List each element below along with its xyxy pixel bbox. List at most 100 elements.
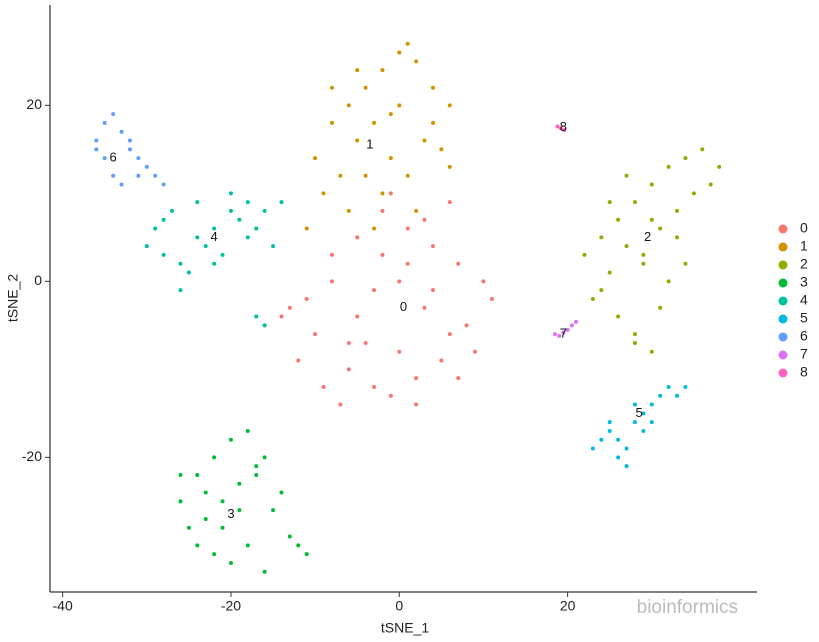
point bbox=[616, 437, 621, 442]
point bbox=[397, 349, 402, 354]
point bbox=[136, 173, 141, 178]
point bbox=[178, 499, 183, 504]
point bbox=[397, 279, 402, 284]
point bbox=[262, 208, 267, 213]
point bbox=[245, 428, 250, 433]
point bbox=[430, 244, 435, 249]
legend-marker bbox=[778, 314, 788, 324]
point bbox=[279, 490, 284, 495]
point bbox=[287, 534, 292, 539]
point bbox=[447, 164, 452, 169]
point bbox=[119, 129, 124, 134]
point bbox=[632, 332, 637, 337]
point bbox=[649, 217, 654, 222]
point bbox=[245, 235, 250, 240]
y-tick-label: -20 bbox=[22, 448, 42, 464]
point bbox=[102, 156, 107, 161]
point bbox=[649, 402, 654, 407]
point bbox=[321, 191, 326, 196]
point bbox=[304, 552, 309, 557]
point bbox=[380, 68, 385, 73]
point bbox=[195, 543, 200, 548]
point bbox=[666, 164, 671, 169]
point bbox=[228, 208, 233, 213]
legend-label: 7 bbox=[800, 346, 808, 362]
point bbox=[186, 525, 191, 530]
point bbox=[599, 235, 604, 240]
point bbox=[675, 393, 680, 398]
legend-label: 0 bbox=[800, 220, 808, 236]
point bbox=[624, 446, 629, 451]
point bbox=[355, 138, 360, 143]
point bbox=[279, 200, 284, 205]
legend-label: 1 bbox=[800, 238, 808, 254]
point bbox=[153, 226, 158, 231]
point bbox=[590, 296, 595, 301]
point bbox=[557, 333, 562, 338]
point bbox=[666, 279, 671, 284]
point bbox=[632, 420, 637, 425]
point bbox=[590, 446, 595, 451]
cluster-label: 5 bbox=[636, 405, 643, 420]
legend-label: 8 bbox=[800, 364, 808, 380]
cluster-label: 7 bbox=[560, 326, 567, 341]
point bbox=[473, 349, 478, 354]
point bbox=[397, 50, 402, 55]
point bbox=[683, 261, 688, 266]
point bbox=[414, 376, 419, 381]
point bbox=[94, 147, 99, 152]
point bbox=[574, 319, 579, 324]
point bbox=[228, 191, 233, 196]
x-tick-label: -20 bbox=[221, 598, 241, 614]
point bbox=[372, 226, 377, 231]
point bbox=[414, 208, 419, 213]
point bbox=[616, 217, 621, 222]
point bbox=[641, 261, 646, 266]
point bbox=[641, 411, 646, 416]
point bbox=[161, 252, 166, 257]
point bbox=[212, 552, 217, 557]
point bbox=[220, 499, 225, 504]
point bbox=[447, 200, 452, 205]
point bbox=[439, 358, 444, 363]
legend-marker bbox=[778, 296, 788, 306]
point bbox=[203, 490, 208, 495]
point bbox=[372, 384, 377, 389]
legend-label: 4 bbox=[800, 292, 808, 308]
point bbox=[641, 252, 646, 257]
point bbox=[555, 124, 560, 129]
point bbox=[616, 455, 621, 460]
point bbox=[562, 127, 567, 132]
point bbox=[186, 270, 191, 275]
point bbox=[321, 384, 326, 389]
point bbox=[228, 560, 233, 565]
point bbox=[296, 543, 301, 548]
point bbox=[405, 261, 410, 266]
point bbox=[287, 305, 292, 310]
point bbox=[262, 569, 267, 574]
point bbox=[599, 437, 604, 442]
point bbox=[262, 323, 267, 328]
point bbox=[271, 244, 276, 249]
point bbox=[675, 208, 680, 213]
point bbox=[561, 330, 566, 335]
point bbox=[102, 120, 107, 125]
point bbox=[144, 244, 149, 249]
point bbox=[632, 402, 637, 407]
point bbox=[296, 358, 301, 363]
point bbox=[346, 340, 351, 345]
point bbox=[489, 296, 494, 301]
point bbox=[607, 200, 612, 205]
point bbox=[565, 327, 570, 332]
point bbox=[607, 428, 612, 433]
point bbox=[245, 200, 250, 205]
point bbox=[237, 481, 242, 486]
point bbox=[127, 138, 132, 143]
point bbox=[430, 85, 435, 90]
point bbox=[558, 126, 563, 131]
point bbox=[683, 384, 688, 389]
point bbox=[372, 120, 377, 125]
point bbox=[220, 252, 225, 257]
point bbox=[616, 314, 621, 319]
point bbox=[161, 217, 166, 222]
